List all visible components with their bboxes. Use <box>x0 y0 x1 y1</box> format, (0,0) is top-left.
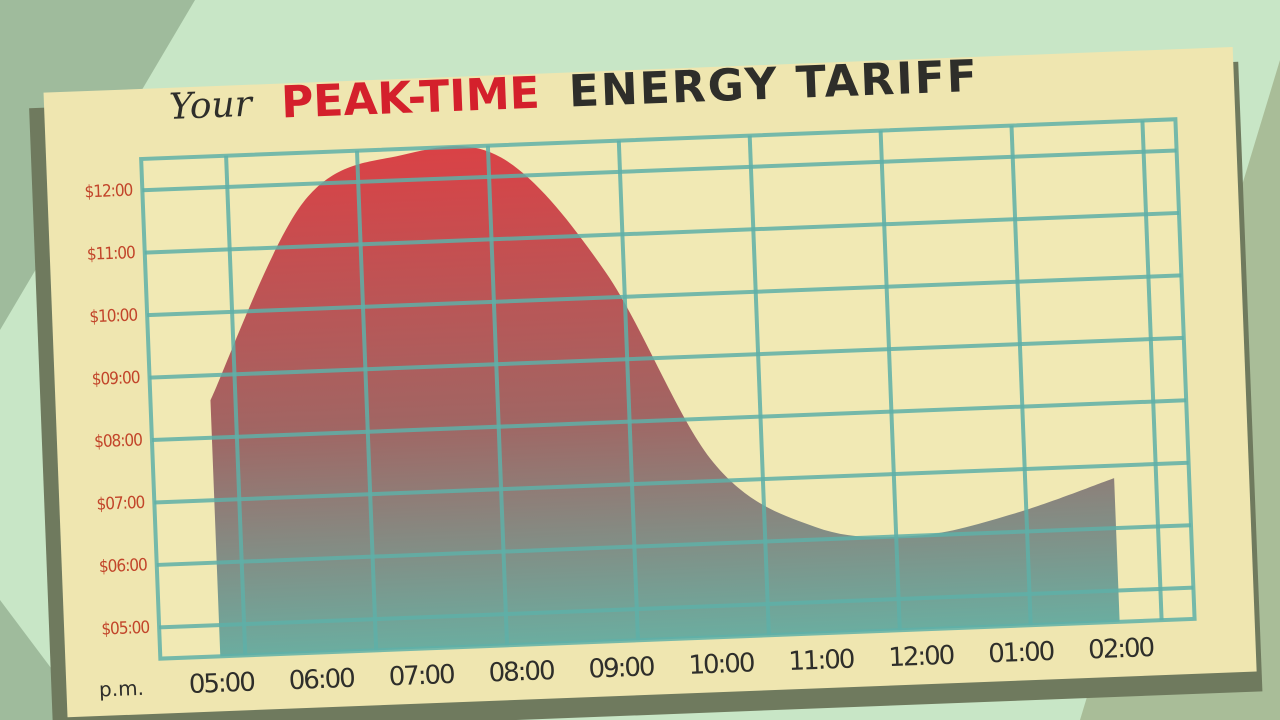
y-tick-label: $11:00 <box>87 243 136 265</box>
plot-frame <box>139 117 1197 661</box>
y-tick-label: $10:00 <box>89 306 138 328</box>
y-tick-label: $12:00 <box>84 181 133 203</box>
grid-line <box>156 523 1192 567</box>
grid-line-vertical <box>224 155 248 656</box>
grid-line <box>149 335 1184 380</box>
y-tick-label: $07:00 <box>96 493 145 515</box>
grid-line-vertical <box>485 145 510 646</box>
plot: $05:00 $06:00 $07:00 $08:00 $09:00 $10:00 $11:… <box>84 117 1197 700</box>
grid-line-vertical <box>616 140 640 641</box>
grid-line <box>142 148 1177 193</box>
title-highlight: PEAK-TIME <box>280 68 540 129</box>
grid-line-vertical <box>878 130 902 631</box>
grid-line <box>154 460 1189 505</box>
y-tick-label: $06:00 <box>99 555 148 577</box>
grid-line-vertical <box>1009 125 1033 626</box>
y-tick-label: $05:00 <box>101 618 150 640</box>
grid-line-vertical <box>747 135 771 636</box>
grid-line <box>159 585 1194 630</box>
title-prefix: Your <box>168 84 254 128</box>
card: Your PEAK-TIME ENERGY TARIFF p.m. $05:00… <box>29 47 1263 720</box>
period-label: p.m. <box>99 676 145 702</box>
y-tick-label: $08:00 <box>94 430 143 452</box>
x-tick-label: 02:00 <box>1088 633 1154 665</box>
x-tick-label: 06:00 <box>288 664 354 696</box>
grid-line <box>147 273 1182 318</box>
x-tick-label: 11:00 <box>788 645 854 677</box>
x-tick-label: 01:00 <box>988 637 1054 669</box>
x-tick-label: 09:00 <box>588 652 654 684</box>
grid-line <box>144 210 1180 255</box>
y-tick-label: $09:00 <box>91 368 140 390</box>
x-tick-label: 07:00 <box>388 660 454 692</box>
grid-line-vertical <box>354 150 379 651</box>
x-tick-label: 05:00 <box>188 668 254 700</box>
x-tick-label: 10:00 <box>688 648 754 680</box>
grid-line-vertical <box>1140 120 1164 621</box>
grid-line <box>151 398 1187 443</box>
area <box>210 146 1120 657</box>
x-tick-label: 12:00 <box>888 641 954 673</box>
x-tick-label: 08:00 <box>488 656 554 688</box>
